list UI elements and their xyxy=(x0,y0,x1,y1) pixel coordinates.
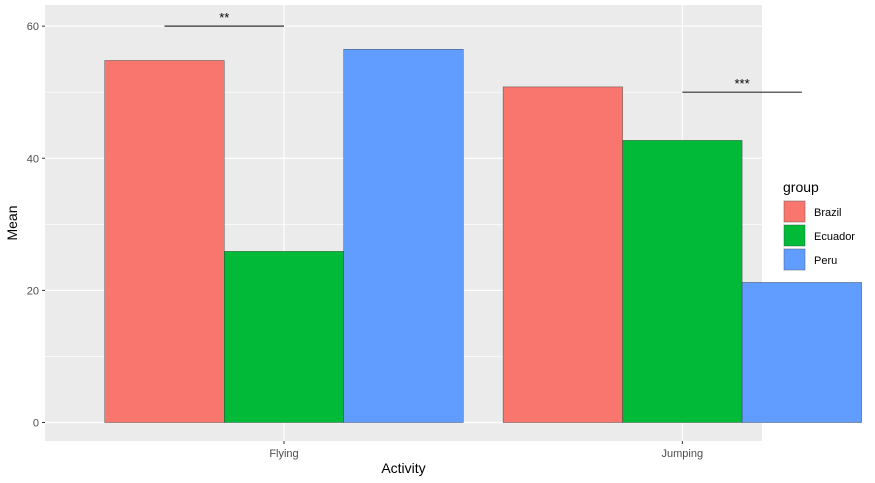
x-tick-label: Jumping xyxy=(662,448,704,460)
y-tick-label: 20 xyxy=(27,285,39,297)
y-tick-label: 0 xyxy=(33,418,39,430)
bar-brazil-jumping xyxy=(502,86,623,423)
significance-label: ** xyxy=(219,10,229,25)
bar-peru-flying xyxy=(343,49,464,423)
legend-swatch-brazil xyxy=(783,200,806,223)
significance-label: *** xyxy=(734,76,749,91)
bar-ecuador-jumping xyxy=(622,140,743,423)
legend-label: Peru xyxy=(814,255,837,267)
bar-brazil-flying xyxy=(104,60,225,423)
x-tick-label: Flying xyxy=(269,448,298,460)
legend-label: Brazil xyxy=(814,207,842,219)
bar-ecuador-flying xyxy=(224,251,344,423)
legend-label: Ecuador xyxy=(814,231,855,243)
legend-swatch-ecuador xyxy=(783,224,806,247)
y-tick-label: 40 xyxy=(27,153,39,165)
legend: group Brazil Ecuador Peru xyxy=(783,179,855,271)
x-axis-label: Activity xyxy=(381,460,425,476)
legend-swatch-peru xyxy=(783,248,806,271)
bar-peru-jumping xyxy=(741,282,862,423)
legend-title: group xyxy=(783,179,819,195)
y-axis-label: Mean xyxy=(4,205,20,240)
y-tick-label: 60 xyxy=(27,21,39,33)
